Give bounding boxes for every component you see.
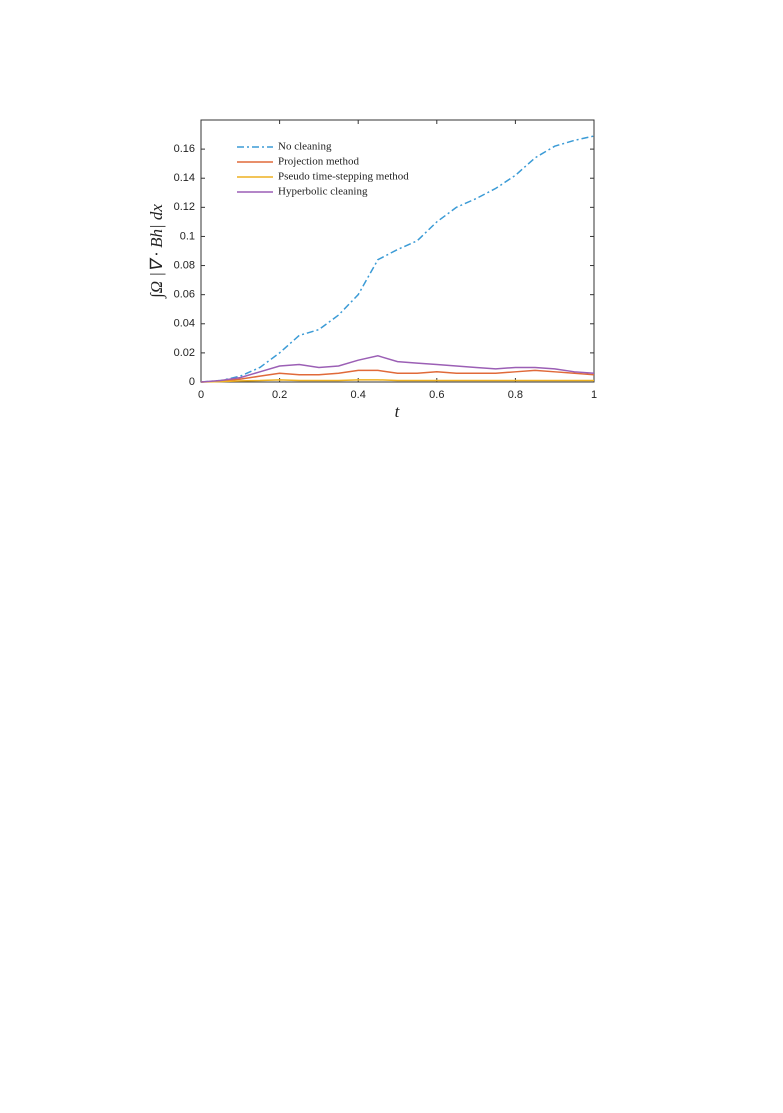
x-tick-label: 0 bbox=[198, 389, 204, 401]
y-tick-label: 0.06 bbox=[174, 289, 195, 301]
x-tick-label: 0.2 bbox=[272, 389, 287, 401]
legend-label: No cleaning bbox=[278, 141, 332, 153]
legend-label: Projection method bbox=[278, 156, 359, 168]
legend-label: Hyperbolic cleaning bbox=[278, 186, 368, 198]
x-axis-label: t bbox=[395, 402, 401, 421]
plot-frame bbox=[200, 119, 595, 383]
series-line bbox=[200, 355, 595, 383]
x-tick-label: 0.4 bbox=[351, 389, 366, 401]
x-tick-label: 0.6 bbox=[429, 389, 444, 401]
y-tick-label: 0.14 bbox=[174, 172, 195, 184]
y-tick-label: 0.08 bbox=[174, 259, 195, 271]
y-tick-label: 0.16 bbox=[174, 143, 195, 155]
y-axis-label: ∫Ω |∇ · Bh| dx bbox=[147, 204, 167, 299]
series-line bbox=[200, 379, 594, 383]
legend-label: Pseudo time-stepping method bbox=[278, 171, 409, 183]
series-line bbox=[200, 135, 595, 383]
series-line bbox=[200, 369, 595, 383]
x-tick-label: 0.8 bbox=[508, 389, 523, 401]
y-tick-label: 0.04 bbox=[174, 318, 195, 330]
y-tick-label: 0 bbox=[189, 376, 195, 388]
y-tick-label: 0.12 bbox=[174, 201, 195, 213]
y-tick-label: 0.02 bbox=[174, 347, 195, 359]
x-tick-label: 1 bbox=[591, 389, 597, 401]
y-tick-label: 0.1 bbox=[180, 230, 195, 242]
